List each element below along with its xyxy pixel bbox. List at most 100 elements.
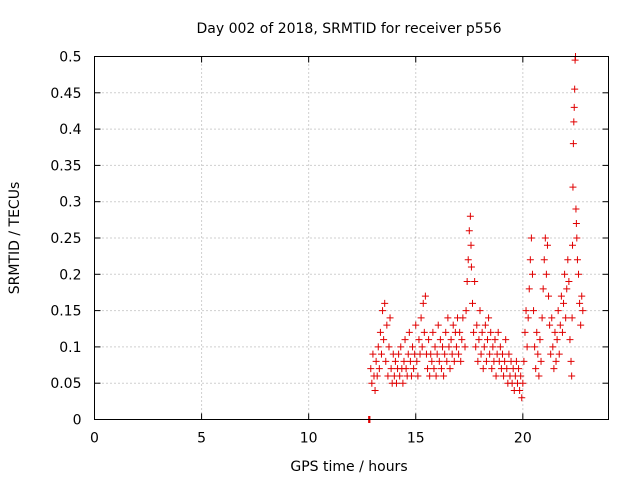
data-point: [558, 328, 566, 336]
data-point: [515, 365, 523, 373]
data-point: [426, 372, 434, 380]
data-point: [406, 357, 414, 365]
x-tick-label: 5: [197, 431, 206, 447]
data-point: [556, 321, 564, 329]
data-point: [575, 270, 583, 278]
data-point: [478, 328, 486, 336]
data-point: [471, 278, 479, 286]
axis-ticks: 0 0.05 0.1 0.15 0.2 0.25 0.3 0.35 0.4 0.45 0.5 0 5 10…: [50, 50, 609, 447]
data-point: [541, 234, 549, 242]
data-point: [565, 278, 573, 286]
data-point: [491, 336, 499, 344]
data-point: [477, 350, 485, 358]
data-point: [386, 314, 394, 322]
data-point: [555, 350, 563, 358]
data-point: [517, 372, 525, 380]
data-point: [401, 336, 409, 344]
data-point: [382, 357, 390, 365]
data-point: [459, 314, 467, 322]
y-tick-label: 0.5: [59, 50, 81, 66]
data-point: [568, 314, 576, 322]
data-point: [472, 343, 480, 351]
data-point: [554, 307, 562, 315]
data-point: [385, 343, 393, 351]
data-point: [450, 357, 458, 365]
data-point: [492, 372, 500, 380]
data-point: [568, 372, 576, 380]
data-point: [387, 365, 395, 373]
grid-lines: [94, 56, 609, 420]
data-point: [371, 386, 379, 394]
y-tick-label: 0.35: [50, 158, 81, 174]
data-point: [527, 234, 535, 242]
data-point: [557, 292, 565, 300]
data-point: [531, 343, 539, 351]
data-point: [376, 328, 384, 336]
data-point: [569, 183, 577, 191]
data-point: [427, 350, 435, 358]
data-point: [458, 336, 466, 344]
y-tick-label: 0.4: [59, 122, 81, 138]
data-point: [549, 343, 557, 351]
x-tick-label: 20: [514, 431, 532, 447]
data-point: [437, 365, 445, 373]
data-point: [418, 343, 426, 351]
data-point: [383, 321, 391, 329]
y-tick-label: 0.1: [59, 340, 81, 356]
data-point: [469, 299, 477, 307]
data-point: [434, 321, 442, 329]
data-point: [447, 336, 455, 344]
data-point: [440, 372, 448, 380]
data-point: [538, 314, 546, 322]
data-point: [441, 350, 449, 358]
data-point: [467, 241, 475, 249]
data-point: [456, 328, 464, 336]
data-point: [470, 328, 478, 336]
data-point: [416, 350, 424, 358]
data-point: [498, 350, 506, 358]
data-points: [365, 53, 587, 423]
data-point: [563, 285, 571, 293]
data-point: [375, 365, 383, 373]
data-point: [548, 314, 556, 322]
data-point: [384, 372, 392, 380]
plot-frame: [94, 56, 609, 420]
data-point: [485, 314, 493, 322]
data-point: [421, 292, 429, 300]
data-point: [552, 357, 560, 365]
data-point: [518, 394, 526, 402]
data-point: [547, 350, 555, 358]
data-point: [449, 321, 457, 329]
y-tick-label: 0.3: [59, 195, 81, 211]
data-point: [534, 350, 542, 358]
data-point: [380, 336, 388, 344]
data-point: [483, 336, 491, 344]
data-point: [399, 379, 407, 387]
data-point: [436, 336, 444, 344]
data-point: [532, 365, 540, 373]
data-point: [530, 307, 538, 315]
data-point: [464, 256, 472, 264]
data-point: [474, 357, 482, 365]
data-point: [457, 357, 465, 365]
data-point: [481, 321, 489, 329]
data-point: [551, 328, 559, 336]
data-point: [455, 350, 463, 358]
data-point: [367, 365, 375, 373]
data-point: [381, 299, 389, 307]
data-point: [489, 343, 497, 351]
data-point: [540, 256, 548, 264]
data-point: [573, 234, 581, 242]
data-point: [562, 314, 570, 322]
data-point: [516, 386, 524, 394]
data-point: [392, 379, 400, 387]
data-point: [463, 278, 471, 286]
data-point: [415, 336, 423, 344]
x-tick-label: 10: [300, 431, 318, 447]
data-point: [535, 372, 543, 380]
data-point: [405, 328, 413, 336]
data-point: [413, 357, 421, 365]
y-tick-label: 0.15: [50, 304, 81, 320]
data-point: [417, 314, 425, 322]
